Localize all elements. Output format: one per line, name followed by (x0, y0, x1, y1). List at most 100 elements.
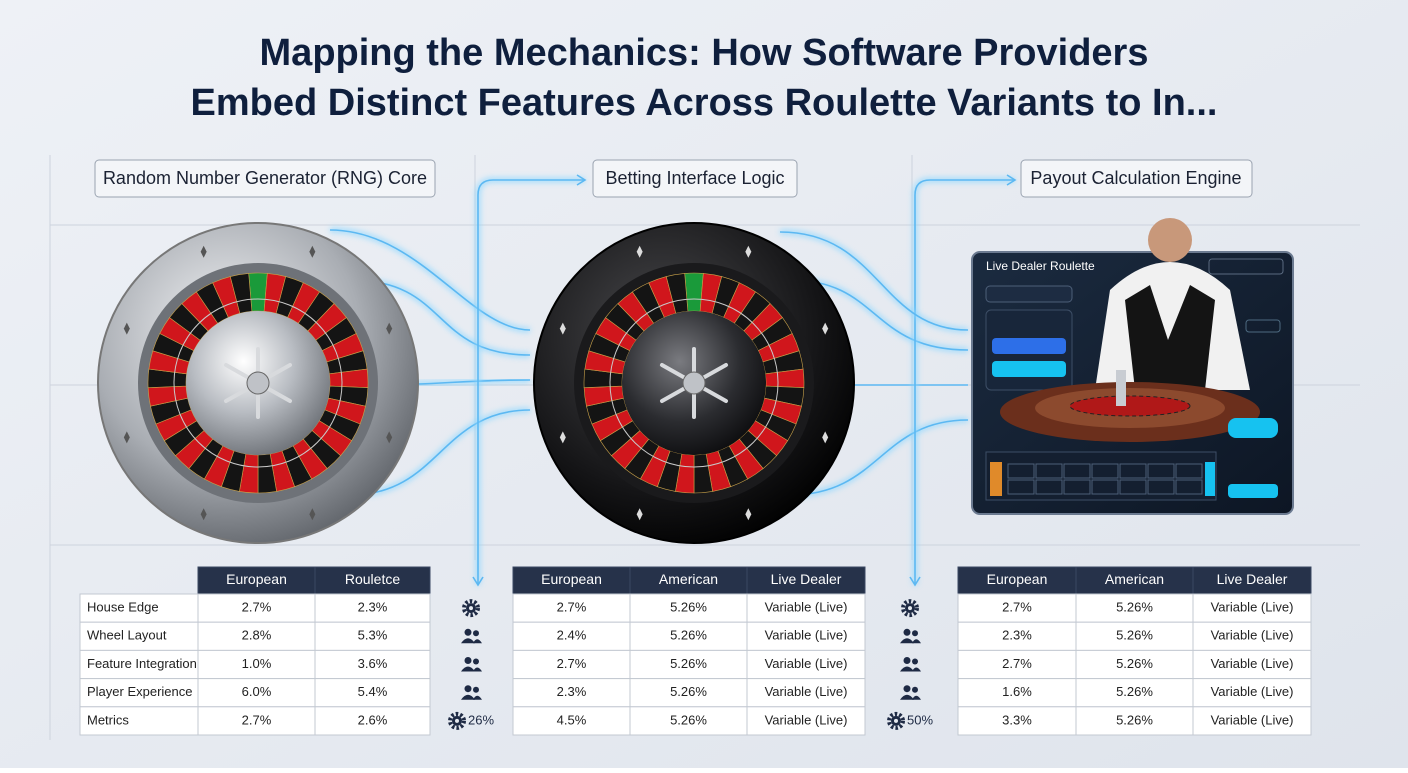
connector (789, 419, 969, 496)
cell-text: Variable (Live) (1211, 628, 1294, 643)
table-cell (1192, 678, 1312, 708)
cell-text: 5.3% (358, 628, 388, 643)
table-cell (512, 706, 631, 736)
cell-text: 5.4% (358, 684, 388, 699)
stage-text: Random Number Generator (RNG) Core (103, 168, 427, 188)
table-cell (197, 621, 316, 651)
header-cell (512, 566, 631, 595)
arrow-head (472, 576, 484, 587)
table-cell (746, 678, 866, 708)
table-cell (314, 678, 431, 708)
head (903, 657, 911, 664)
gear-icon (901, 599, 919, 618)
cell-text: 2.7% (557, 600, 587, 615)
row-label: Feature Integration (87, 656, 197, 671)
bet-cell (1063, 479, 1091, 495)
body (473, 695, 482, 700)
bet-cell (1091, 479, 1119, 495)
header-text: European (541, 571, 602, 587)
cell-text: Variable (Live) (765, 600, 848, 615)
gear-hole (908, 606, 912, 611)
rim-diamond (200, 245, 207, 258)
cell-text: 3.3% (1002, 712, 1032, 727)
table-cell (1075, 706, 1194, 736)
head (912, 630, 918, 637)
gear-icon (462, 599, 480, 618)
cell-text: 2.3% (1002, 628, 1032, 643)
cell-text: 5.26% (1116, 712, 1153, 727)
cell-text: 1.0% (242, 656, 272, 671)
live-panel: Live Dealer Roulette (971, 218, 1294, 515)
bet-cell (1147, 463, 1175, 479)
table-cell (957, 621, 1077, 651)
table-cell (1075, 678, 1194, 708)
body (461, 694, 475, 700)
row-label: Metrics (87, 712, 129, 727)
table-cell (957, 706, 1077, 736)
connector (914, 179, 1015, 585)
gear-hole (455, 718, 459, 723)
row-label: Wheel Layout (87, 628, 167, 643)
people-icon (900, 628, 921, 644)
cell-text: 5.26% (1116, 656, 1153, 671)
people-icon (461, 628, 482, 644)
title-line: Mapping the Mechanics: How Software Prov… (260, 32, 1149, 74)
rim-diamond (822, 431, 829, 444)
roulette-wheel (97, 222, 419, 544)
people-icon (461, 657, 482, 672)
header-text: European (226, 571, 287, 587)
cell-text: 2.6% (358, 712, 388, 727)
header-cell (1075, 566, 1194, 595)
rim-diamond (386, 431, 393, 444)
rim-diamond (123, 431, 130, 444)
table-cell (1075, 593, 1194, 623)
people-icon (461, 685, 482, 700)
body (900, 694, 914, 700)
table-cell (746, 706, 866, 736)
header-cell (746, 566, 866, 595)
head (912, 658, 918, 665)
header-text: Live Dealer (1217, 571, 1288, 587)
connector (349, 409, 531, 496)
head (464, 628, 472, 636)
table-cell (197, 678, 316, 708)
label-cell (79, 593, 199, 623)
table-cell (746, 621, 866, 651)
arrow-head (1006, 174, 1017, 186)
rim-diamond (386, 322, 393, 335)
gear-hole (894, 718, 898, 723)
cell-text: 5.26% (1116, 684, 1153, 699)
cell-text: 5.26% (670, 656, 707, 671)
stage-label: Betting Interface Logic (592, 159, 798, 198)
cell-text: 2.7% (1002, 600, 1032, 615)
head (473, 686, 479, 693)
header-text: European (987, 571, 1048, 587)
body (900, 666, 914, 672)
bet-cell (1175, 479, 1203, 495)
turret-hub (682, 371, 706, 395)
cell-text: 5.26% (670, 628, 707, 643)
bet-cell (1175, 463, 1203, 479)
head (903, 685, 911, 693)
cell-text: 2.7% (557, 656, 587, 671)
header-text: American (659, 571, 718, 587)
table-cell (746, 649, 866, 680)
table-cell (197, 706, 316, 736)
table-cell (1192, 593, 1312, 623)
rim-diamond (309, 245, 316, 258)
rim-diamond (636, 245, 643, 258)
bet-cell (1063, 463, 1091, 479)
rim-diamond (309, 508, 316, 521)
bet-cell (1035, 463, 1063, 479)
body (461, 666, 475, 672)
connector (779, 231, 969, 331)
body (473, 667, 482, 672)
bet-cell (1007, 479, 1035, 495)
rim-diamond (123, 322, 130, 335)
bet-cell (1119, 479, 1147, 495)
table-cell (629, 678, 748, 708)
gear-icon (448, 711, 466, 730)
bet-cell (1147, 479, 1175, 495)
pocket-ring (609, 298, 779, 468)
